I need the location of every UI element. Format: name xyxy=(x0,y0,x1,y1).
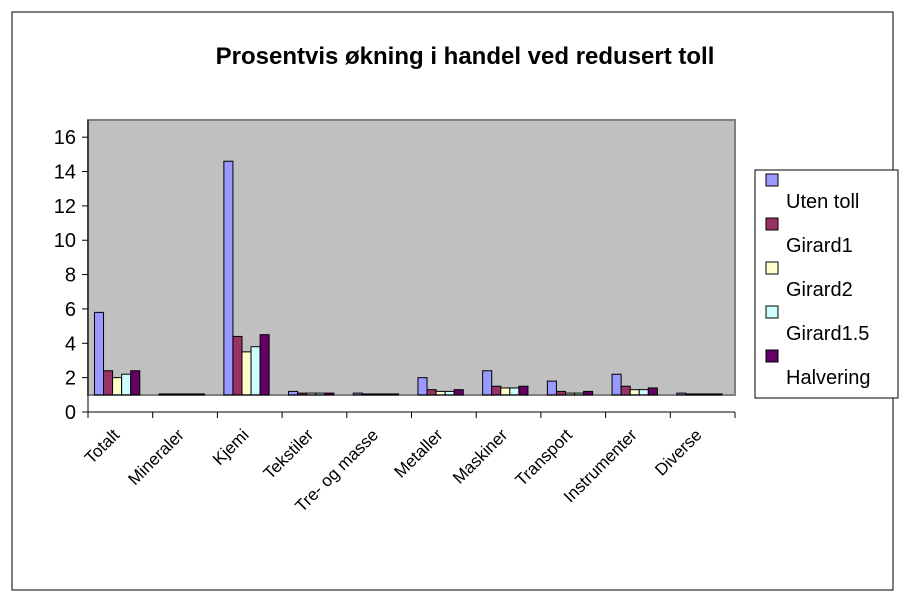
y-tick-label: 10 xyxy=(54,230,76,252)
bar xyxy=(500,387,511,396)
bar xyxy=(629,389,640,396)
bar xyxy=(564,392,576,396)
legend-swatch xyxy=(765,217,779,231)
bar xyxy=(389,393,400,396)
bar xyxy=(176,393,187,396)
y-tick-label: 12 xyxy=(54,196,76,218)
bar xyxy=(232,335,243,396)
bar xyxy=(370,393,381,396)
legend-swatch xyxy=(765,305,779,319)
bar xyxy=(638,389,649,396)
bar xyxy=(306,392,317,396)
legend-swatch xyxy=(765,349,779,363)
legend-label: Girard1.5 xyxy=(786,323,869,345)
bar xyxy=(426,389,437,396)
legend-box xyxy=(754,169,899,399)
bar xyxy=(694,393,705,396)
bar xyxy=(259,334,270,396)
y-tick-label: 16 xyxy=(54,127,76,149)
y-tick-label: 4 xyxy=(65,333,76,355)
bar xyxy=(241,351,252,396)
bar xyxy=(685,393,696,396)
bar xyxy=(611,373,622,396)
bar xyxy=(417,377,428,396)
legend-swatch xyxy=(765,261,779,275)
bar xyxy=(583,390,594,396)
bar xyxy=(103,370,114,396)
bar xyxy=(491,385,502,396)
y-tick-label: 6 xyxy=(65,299,76,321)
bar xyxy=(435,390,446,396)
bar xyxy=(194,393,205,396)
bar xyxy=(712,393,723,396)
bar xyxy=(223,160,234,396)
bar xyxy=(352,392,363,396)
bar xyxy=(620,385,631,396)
y-tick-label: 0 xyxy=(65,402,76,424)
bar xyxy=(324,392,335,396)
y-tick-label: 14 xyxy=(54,162,76,184)
bar xyxy=(482,370,493,396)
legend-label: Girard1 xyxy=(786,235,853,257)
bar xyxy=(250,346,261,396)
bar xyxy=(297,392,308,396)
legend-swatch xyxy=(765,173,779,187)
bar xyxy=(546,380,557,396)
legend-label: Uten toll xyxy=(786,191,859,213)
bar xyxy=(121,373,132,396)
bar xyxy=(518,385,529,396)
bar xyxy=(574,392,585,396)
bar xyxy=(158,393,169,396)
bar xyxy=(676,392,687,396)
bar xyxy=(93,311,105,396)
bar xyxy=(703,393,714,396)
chart-title: Prosentvis økning i handel ved redusert … xyxy=(216,43,715,70)
bar xyxy=(555,390,566,396)
y-tick-label: 8 xyxy=(65,265,76,287)
bar xyxy=(112,377,123,396)
y-tick-label: 2 xyxy=(65,368,76,390)
plot-area xyxy=(87,119,736,396)
bar xyxy=(647,387,658,396)
bar xyxy=(361,393,372,396)
bar xyxy=(379,393,391,396)
legend-label: Girard2 xyxy=(786,279,853,301)
bar xyxy=(167,393,178,396)
bar xyxy=(444,390,455,396)
bar xyxy=(130,370,141,396)
bar xyxy=(185,393,196,396)
bar xyxy=(509,387,520,396)
legend-label: Halvering xyxy=(786,367,870,389)
bar xyxy=(315,392,326,396)
bar xyxy=(453,389,464,396)
bar xyxy=(288,390,299,396)
